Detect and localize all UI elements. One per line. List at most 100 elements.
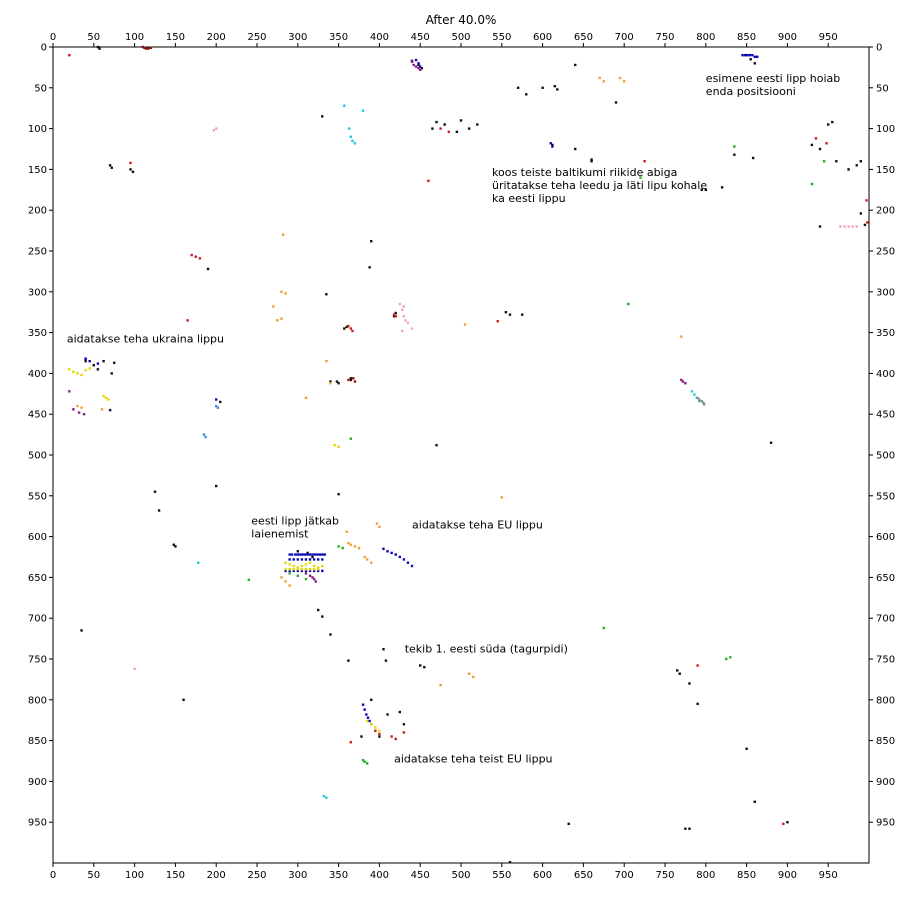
data-point (82, 413, 86, 416)
data-point (818, 225, 822, 228)
data-point (827, 123, 830, 126)
data-point (643, 160, 646, 163)
x-tick-label-bottom: 50 (87, 870, 100, 881)
data-point (304, 569, 308, 573)
data-point (194, 255, 197, 258)
data-point (392, 313, 396, 316)
data-point (311, 576, 314, 579)
data-point (394, 737, 397, 741)
x-tick-label-bottom: 550 (492, 870, 511, 881)
data-point (68, 53, 71, 57)
axis-ticks: 0050501001001501502002002502503003003503… (28, 32, 895, 881)
data-point (212, 129, 215, 132)
data-point (284, 561, 287, 564)
data-point (696, 664, 699, 667)
data-point (304, 396, 308, 400)
data-point (147, 47, 150, 50)
data-points (68, 45, 869, 864)
data-point (311, 553, 314, 556)
x-tick-label-bottom: 900 (778, 870, 797, 881)
data-point (363, 555, 366, 559)
data-point (306, 551, 309, 555)
data-point (378, 732, 381, 736)
data-point (374, 729, 377, 733)
y-tick-label-left: 500 (28, 451, 47, 462)
x-tick-label-bottom: 400 (370, 870, 389, 881)
data-point (847, 225, 850, 228)
data-point (423, 665, 426, 669)
x-tick-label-top: 150 (166, 32, 185, 43)
x-tick-label-top: 250 (247, 32, 266, 43)
data-point (301, 553, 304, 556)
data-point (427, 179, 430, 183)
data-point (753, 55, 756, 58)
data-point (410, 327, 414, 330)
data-point (386, 713, 389, 716)
data-point (370, 240, 373, 243)
data-point (614, 101, 618, 104)
x-tick-label-top: 300 (288, 32, 307, 43)
data-point (345, 325, 348, 329)
data-point (88, 359, 91, 363)
x-tick-label-top: 50 (87, 32, 100, 43)
data-point (504, 311, 508, 314)
data-point (751, 156, 755, 160)
data-point (370, 698, 373, 701)
data-point (590, 158, 593, 161)
x-tick-label-top: 450 (411, 32, 430, 43)
annot-baltic-help-line: üritatakse teha leedu ja läti lipu kohal… (492, 179, 707, 192)
y-tick-label-left: 450 (28, 410, 47, 421)
data-point (107, 398, 110, 401)
data-point (321, 615, 324, 618)
data-point (96, 362, 100, 365)
data-point (92, 364, 95, 367)
x-tick-label-top: 550 (492, 32, 511, 43)
x-tick-label-top: 400 (370, 32, 389, 43)
data-point (419, 68, 422, 72)
data-point (215, 127, 218, 130)
data-point (419, 65, 422, 68)
data-point (296, 553, 299, 556)
y-tick-label-left: 250 (28, 247, 47, 258)
data-point (361, 109, 365, 112)
data-point (129, 161, 132, 165)
data-point (68, 368, 71, 371)
y-tick-label-right: 500 (876, 451, 895, 462)
data-point (329, 381, 332, 385)
annot-second-eu-flag-line: aidatakse teha teist EU lippu (394, 753, 552, 766)
data-point (500, 496, 503, 499)
data-point (316, 553, 319, 556)
data-point (144, 47, 148, 50)
data-point (406, 561, 410, 564)
data-point (284, 568, 287, 571)
data-point (417, 62, 420, 65)
data-point (720, 186, 724, 189)
data-point (704, 188, 707, 191)
data-point (284, 292, 287, 295)
data-point (281, 233, 285, 236)
data-point (859, 160, 863, 163)
data-point (312, 564, 316, 568)
data-point (602, 626, 605, 630)
data-point (496, 319, 499, 323)
x-tick-label-top: 700 (615, 32, 634, 43)
data-point (390, 551, 393, 555)
data-point (335, 380, 339, 383)
y-tick-label-right: 100 (876, 124, 895, 135)
annot-estonian-flag-expands-line: eesti lipp jätkab (251, 514, 339, 527)
data-point (113, 361, 116, 364)
data-point (215, 484, 218, 488)
data-point (149, 46, 153, 50)
x-tick-label-top: 350 (329, 32, 348, 43)
data-point (410, 564, 414, 568)
data-point (321, 115, 324, 118)
data-point (197, 561, 200, 564)
y-tick-label-right: 950 (876, 818, 895, 829)
data-point (745, 747, 748, 750)
annot-estonian-flag-expands: eesti lipp jätkab laienemist (251, 514, 339, 540)
data-point (296, 566, 299, 569)
data-point (296, 574, 299, 577)
data-point (96, 368, 100, 371)
data-point (77, 411, 81, 414)
data-point (198, 257, 202, 260)
